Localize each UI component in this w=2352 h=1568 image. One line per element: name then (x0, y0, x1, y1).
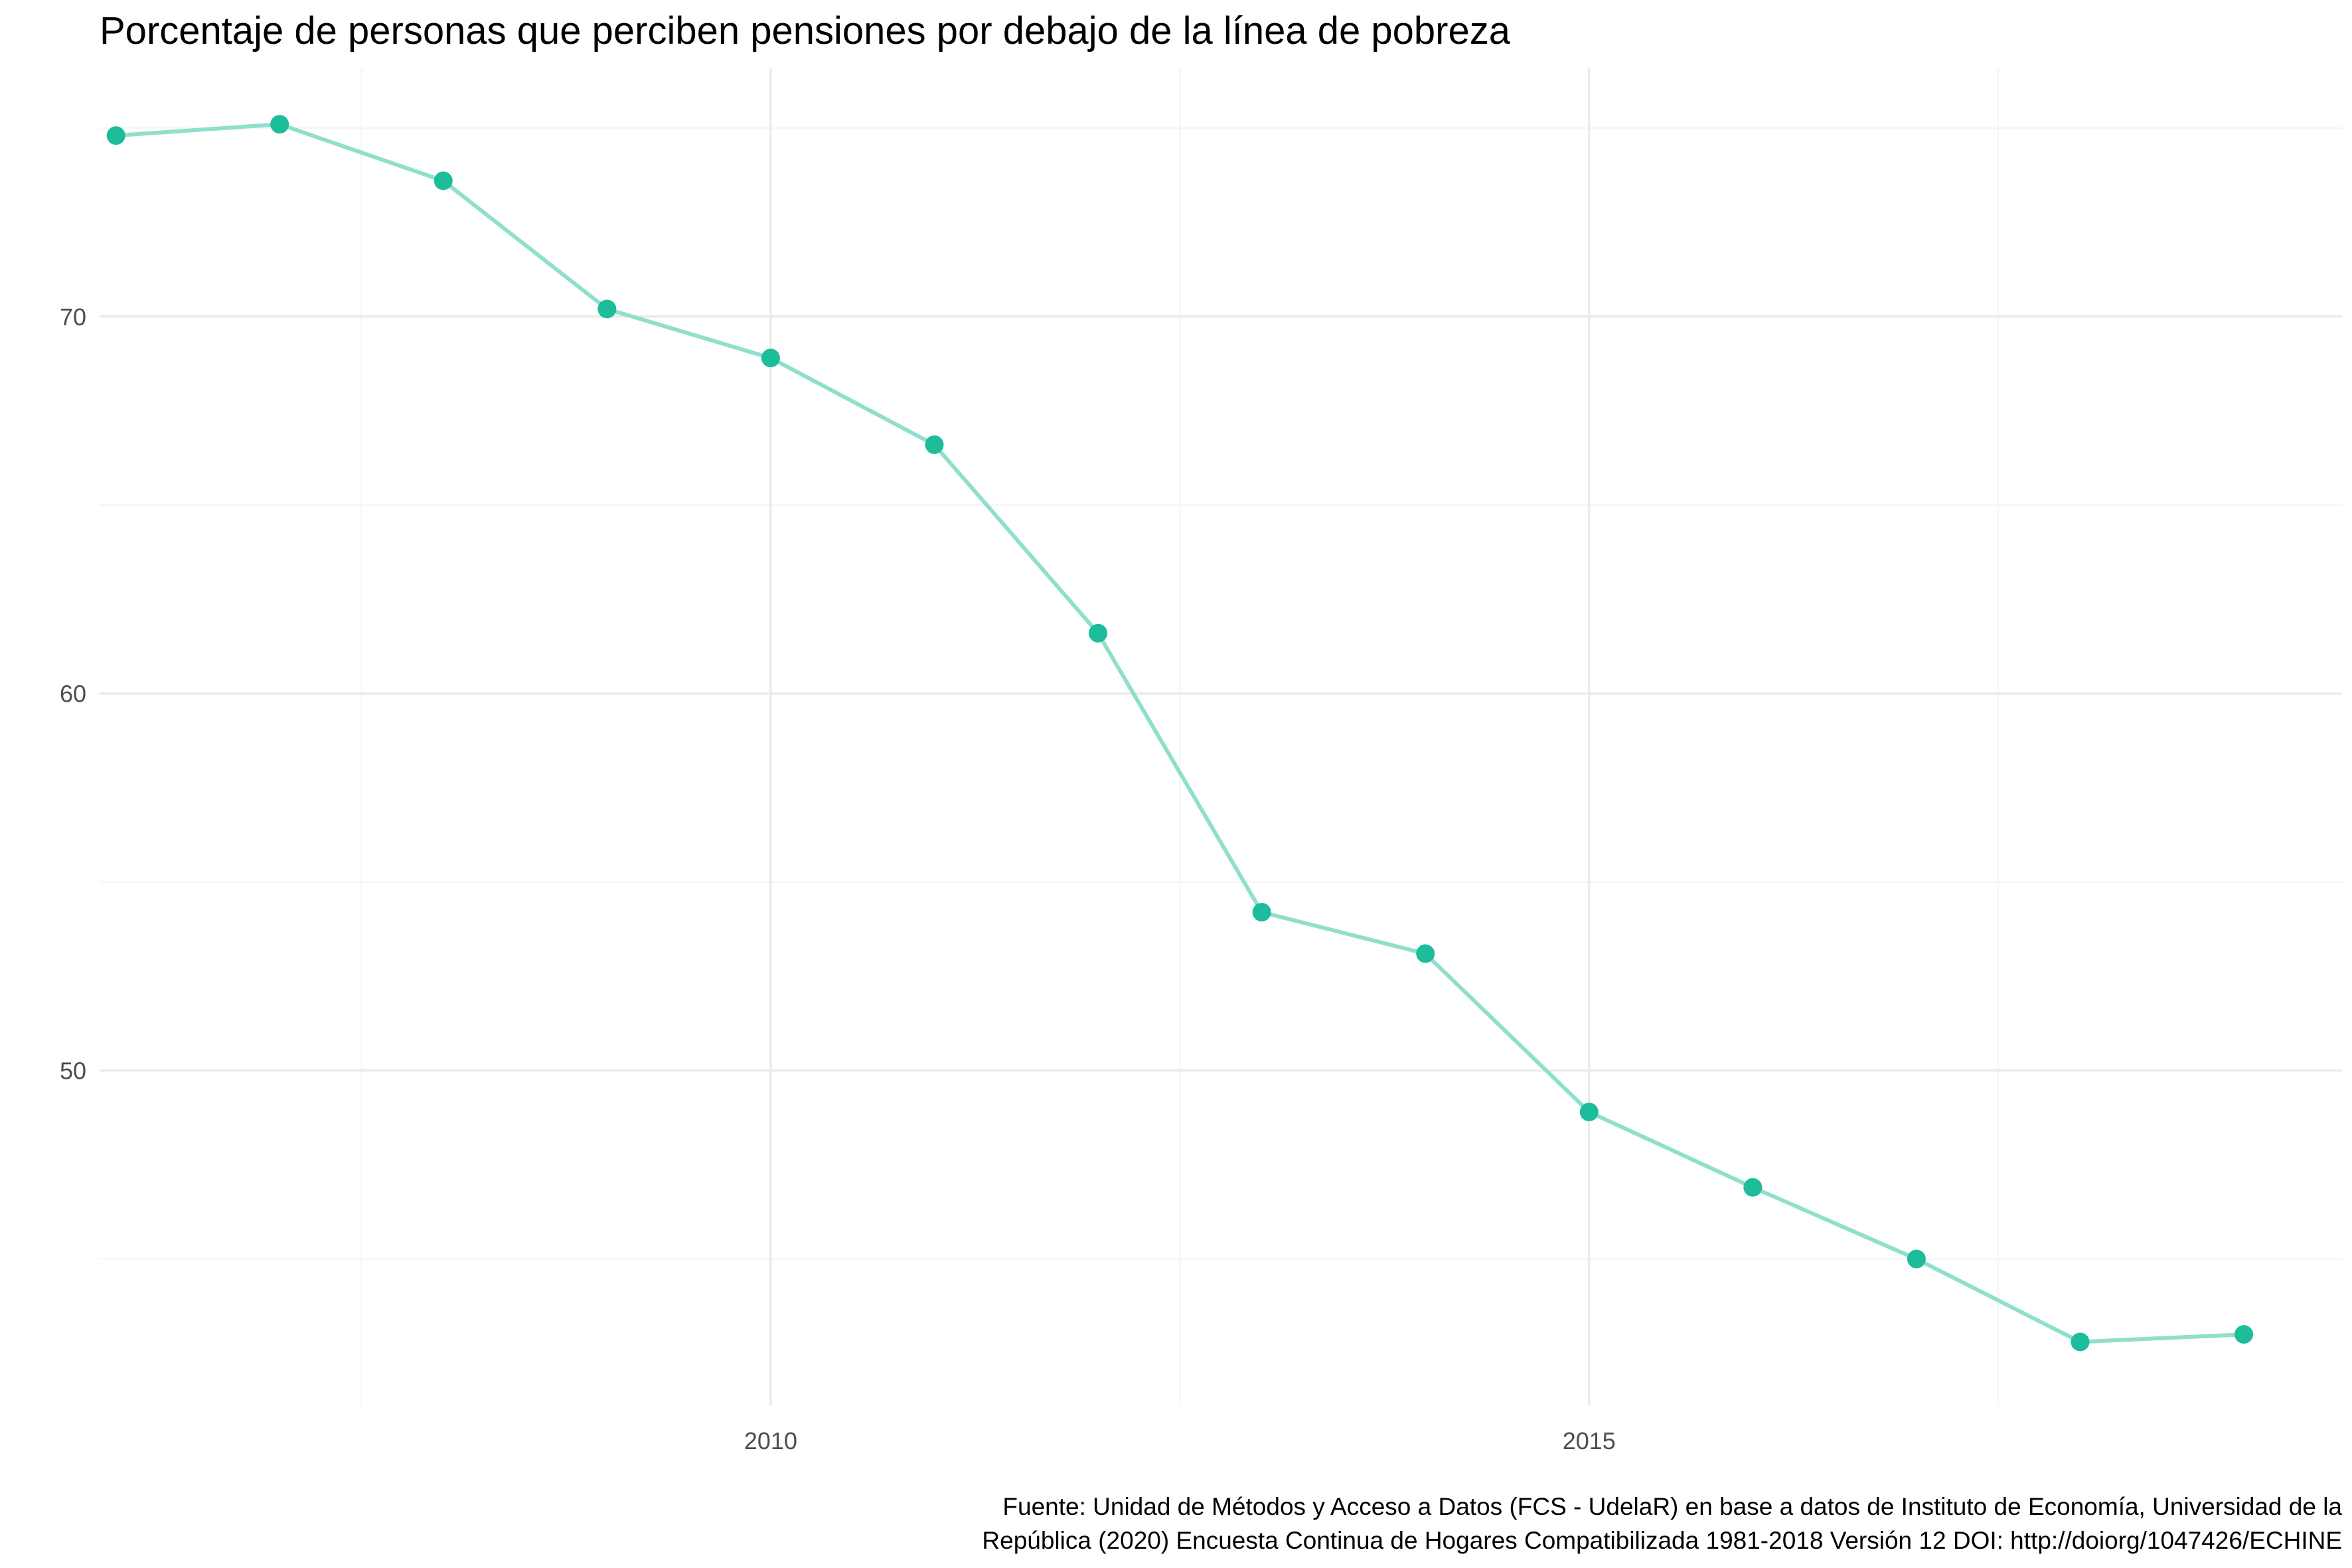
data-point (925, 435, 944, 454)
chart-title: Porcentaje de personas que perciben pens… (100, 9, 1511, 52)
data-point (1416, 944, 1435, 963)
data-point (1907, 1249, 1926, 1269)
series-line (114, 122, 2246, 1344)
caption-line-1: Fuente: Unidad de Métodos y Acceso a Dat… (1002, 1493, 2342, 1520)
y-tick-label: 50 (60, 1058, 86, 1085)
data-point (106, 126, 125, 145)
y-axis-ticks: 50 60 70 (60, 303, 86, 1085)
x-tick-label: 2010 (744, 1427, 797, 1454)
data-point (1579, 1103, 1599, 1122)
y-tick-label: 60 (60, 680, 86, 708)
data-point (1089, 623, 1108, 643)
data-point (2071, 1332, 2090, 1352)
x-axis-ticks: 2010 2015 (744, 1427, 1616, 1454)
x-tick-label: 2015 (1563, 1427, 1616, 1454)
data-point (1252, 903, 1271, 922)
data-point (761, 349, 780, 368)
data-point (270, 115, 289, 134)
data-point (433, 171, 453, 191)
data-point (597, 299, 617, 319)
grid (100, 68, 2342, 1406)
series-group (106, 115, 2254, 1352)
caption-line-2: República (2020) Encuesta Continua de Ho… (982, 1527, 2342, 1554)
data-point (1743, 1178, 1763, 1197)
data-point (2234, 1325, 2254, 1344)
y-tick-label: 70 (60, 303, 86, 331)
